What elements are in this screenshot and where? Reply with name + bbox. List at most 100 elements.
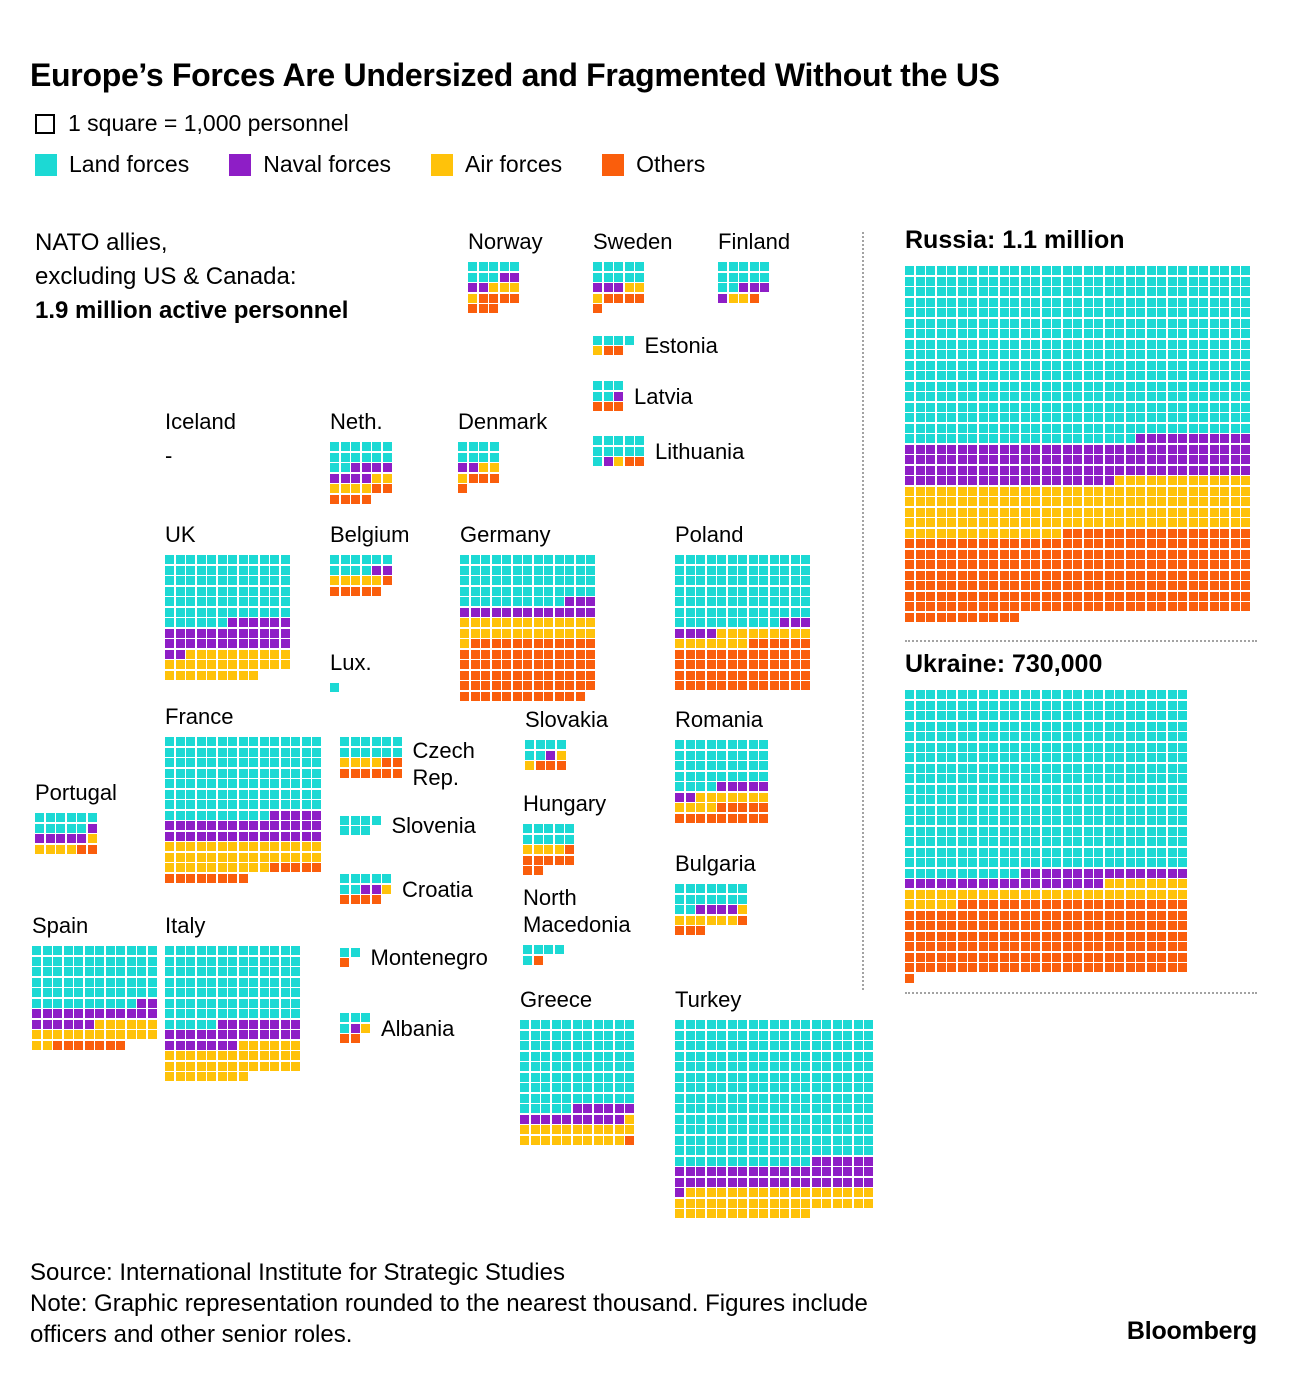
legend-item-air: Air forces — [431, 151, 562, 178]
waffle-square-others — [989, 539, 998, 548]
waffle-square-air — [1178, 879, 1187, 888]
waffle-square-land — [822, 1083, 831, 1092]
waffle-square-land — [186, 1009, 195, 1018]
waffle-square-air — [790, 1198, 800, 1208]
waffle-square-air — [905, 486, 914, 496]
waffle-square-land — [1167, 360, 1177, 370]
waffle-square-land — [1241, 287, 1250, 296]
waffle-square-land — [717, 618, 726, 627]
waffle-square-land — [87, 813, 97, 822]
waffle-square-others — [470, 639, 480, 648]
waffle-square-land — [968, 858, 977, 867]
waffle-square-land — [738, 1093, 747, 1103]
waffle-square-others — [614, 293, 623, 303]
waffle-square-others — [105, 1040, 115, 1050]
waffle-square-land — [1209, 371, 1219, 380]
waffle-square-land — [468, 272, 477, 282]
waffle-square-naval — [1167, 868, 1177, 878]
waffle-square-land — [947, 700, 956, 710]
waffle-square-air — [1209, 507, 1219, 517]
waffle-square-land — [1062, 339, 1072, 349]
waffle-square-others — [1073, 560, 1082, 569]
waffle-square-land — [947, 329, 956, 338]
waffle-square-land — [259, 967, 269, 976]
waffle-square-land — [915, 837, 925, 846]
waffle-square-air — [249, 649, 258, 659]
waffle-square-others — [340, 958, 349, 968]
waffle-square-land — [915, 858, 925, 867]
waffle-square-others — [675, 813, 684, 823]
country-block-portugal: Portugal — [35, 779, 117, 854]
waffle-square-land — [727, 597, 737, 606]
waffle-square-air — [175, 1061, 185, 1071]
waffle-square-land — [1052, 329, 1061, 338]
waffle-square-land — [780, 1030, 789, 1040]
waffle-square-naval — [165, 831, 174, 841]
waffle-square-naval — [35, 834, 44, 843]
waffle-square-land — [523, 565, 532, 575]
waffle-square-land — [801, 1156, 810, 1166]
waffle-square-others — [947, 539, 956, 548]
waffle-square-land — [340, 565, 350, 575]
waffle-square-land — [1167, 826, 1177, 836]
waffle-square-others — [936, 612, 946, 622]
waffle-square-land — [63, 967, 73, 976]
waffle-square-land — [147, 977, 157, 987]
waffle-square-land — [238, 789, 248, 799]
waffle-square-naval — [1241, 444, 1250, 454]
waffle-square-air — [1031, 486, 1040, 496]
waffle-square-others — [489, 304, 498, 313]
waffle-square-land — [270, 747, 279, 757]
country-block-poland: Poland — [675, 521, 810, 690]
waffle-square-others — [1115, 910, 1124, 920]
waffle-square-land — [790, 1114, 800, 1124]
waffle-square-air — [1241, 486, 1250, 496]
waffle-square-naval — [685, 1177, 695, 1187]
waffle-square-land — [1062, 837, 1072, 846]
waffle-square-others — [1094, 900, 1103, 909]
waffle-square-air — [175, 1051, 185, 1060]
waffle-square-land — [717, 1093, 726, 1103]
waffle-square-land — [864, 1020, 873, 1029]
waffle-square-land — [1157, 763, 1166, 773]
waffle-square-others — [926, 602, 935, 611]
waffle-square-land — [562, 1041, 571, 1050]
waffle-square-air — [1220, 507, 1229, 517]
waffle-square-others — [361, 494, 371, 504]
waffle-square-land — [1167, 732, 1177, 741]
waffle-square-land — [116, 998, 125, 1008]
waffle-square-land — [207, 576, 216, 585]
country-block-slovakia: Slovakia — [525, 706, 608, 770]
waffle-square-land — [853, 1114, 863, 1124]
waffle-square-land — [207, 597, 216, 606]
waffle-square-land — [84, 988, 94, 997]
country-block-italy: Italy — [165, 912, 300, 1081]
waffle-square-naval — [372, 463, 381, 472]
waffle-square-land — [843, 1041, 852, 1050]
waffle-square-land — [748, 618, 758, 627]
waffle-square-land — [228, 1009, 237, 1018]
waffle-square-air — [207, 1061, 216, 1071]
waffle-square-land — [270, 586, 279, 596]
waffle-square-land — [978, 297, 988, 307]
waffle-square-others — [1115, 942, 1124, 951]
waffle-square-others — [727, 813, 737, 823]
waffle-square-land — [1104, 413, 1114, 422]
waffle-square-others — [1094, 591, 1103, 601]
waffle-square-others — [1146, 900, 1156, 909]
waffle-square-land — [978, 402, 988, 412]
waffle-square-land — [1052, 381, 1061, 391]
legend-label-air: Air forces — [465, 151, 563, 177]
waffle-square-naval — [614, 391, 623, 401]
waffle-square-land — [832, 1125, 842, 1134]
waffle-square-naval — [864, 1156, 873, 1166]
waffle-square-others — [957, 602, 967, 611]
waffle-square-others — [340, 1034, 349, 1043]
waffle-square-land — [575, 586, 585, 596]
waffle-square-land — [270, 956, 279, 966]
waffle-square-others — [523, 691, 532, 701]
waffle-square-naval — [853, 1156, 863, 1166]
waffle-square-land — [228, 967, 237, 976]
nato-total-callout: NATO allies, excluding US & Canada: 1.9 … — [35, 226, 348, 328]
waffle-square-naval — [1083, 465, 1093, 475]
